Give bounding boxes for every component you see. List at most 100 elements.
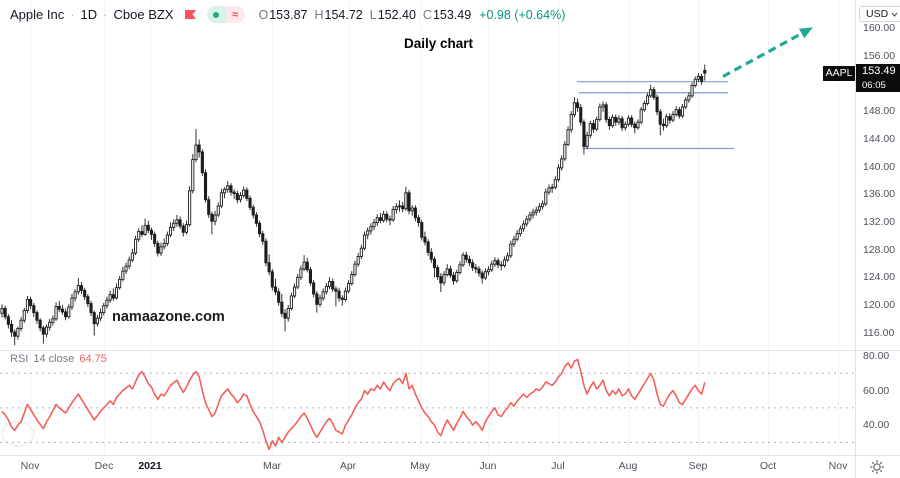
candle	[439, 276, 443, 284]
time-scale[interactable]: Nov Dec 2021 Mar Apr May Jun Jul Aug Sep Oct Nov	[0, 456, 900, 478]
data-status-pill[interactable]: ≈	[206, 6, 245, 23]
candle	[448, 268, 452, 276]
last-price-badge[interactable]: 153.49 06:05	[856, 64, 900, 93]
candle	[630, 117, 634, 125]
candle	[60, 308, 64, 313]
candle	[658, 111, 662, 125]
candle	[153, 233, 157, 244]
candle	[366, 230, 370, 236]
candle	[394, 206, 398, 210]
candle	[184, 224, 188, 233]
candle	[617, 118, 621, 123]
symbol-price-label[interactable]: AAPL	[823, 66, 855, 82]
candle	[318, 297, 322, 305]
candle	[289, 295, 293, 309]
price-tick-label: 140.00	[863, 160, 896, 173]
market-open-dot-icon	[206, 6, 226, 23]
gear-icon[interactable]	[869, 459, 885, 478]
candle	[79, 285, 84, 291]
price-tick-label: 124.00	[863, 271, 896, 284]
candle	[188, 190, 192, 226]
candle	[668, 116, 672, 121]
currency-selector-button[interactable]: USD	[859, 6, 900, 22]
candle	[436, 267, 440, 278]
candle	[553, 179, 557, 188]
rsi-legend[interactable]: RSI 14 close 64.75	[10, 353, 107, 365]
candle	[388, 218, 392, 221]
candle	[44, 326, 49, 335]
candle	[229, 185, 233, 193]
time-axis-label: Nov	[828, 460, 848, 472]
candle	[337, 290, 341, 299]
candle	[340, 297, 344, 300]
interval-label[interactable]: 1D	[80, 7, 98, 22]
candle	[544, 191, 548, 205]
candle	[684, 99, 688, 108]
candle	[162, 242, 166, 248]
candle	[321, 291, 325, 299]
candle	[312, 282, 316, 295]
candle	[680, 106, 685, 117]
candle	[359, 247, 363, 257]
candle	[649, 89, 653, 97]
candle	[572, 102, 576, 116]
symbol-name[interactable]: Apple Inc	[10, 7, 65, 22]
candle	[299, 268, 303, 278]
price-tick-label: 120.00	[863, 299, 896, 311]
candle	[378, 217, 382, 221]
candle	[350, 274, 354, 284]
candle	[700, 76, 704, 82]
candle	[67, 306, 71, 318]
trend-arrow-line[interactable]	[722, 29, 807, 78]
candle	[385, 213, 389, 220]
candle	[149, 229, 154, 235]
candle	[302, 261, 306, 270]
exchange-label[interactable]: Cboe BZX	[113, 7, 174, 22]
candle	[207, 199, 211, 215]
candle	[496, 260, 500, 266]
candle	[22, 310, 26, 321]
candle	[458, 264, 462, 273]
candle	[296, 276, 300, 288]
candle	[499, 264, 503, 267]
chart-legend: Apple Inc · 1D · Cboe BZX ≈ O 153.87 H 154…	[10, 6, 565, 23]
trend-arrow-head[interactable]	[798, 27, 813, 39]
candle	[442, 274, 446, 284]
time-axis-label: Dec	[94, 460, 114, 472]
candle	[541, 203, 545, 208]
candle	[9, 323, 14, 333]
candle	[401, 205, 405, 210]
candle	[267, 262, 271, 273]
open-label: O	[258, 7, 269, 22]
rsi-name: RSI	[10, 353, 29, 365]
candle	[665, 116, 669, 127]
candle	[130, 252, 134, 261]
rsi-params: 14 close	[33, 353, 75, 365]
candle	[362, 234, 367, 249]
candle	[331, 281, 335, 290]
candle	[455, 272, 459, 282]
candle	[655, 96, 659, 113]
candle	[54, 305, 58, 320]
candle	[73, 291, 77, 299]
candle	[261, 233, 265, 242]
candle	[480, 272, 484, 279]
flag-icon[interactable]	[184, 8, 197, 21]
candle	[652, 89, 656, 98]
candle	[283, 312, 287, 319]
candle	[528, 214, 532, 220]
price-tick-label: 128.00	[863, 243, 896, 256]
price-tick-label: 156.00	[863, 49, 896, 62]
candle	[76, 285, 80, 293]
separator-dot: ·	[70, 7, 75, 22]
candle	[343, 290, 347, 300]
candle	[3, 308, 7, 318]
candle	[105, 299, 109, 307]
candle	[293, 286, 297, 297]
candle	[404, 192, 408, 210]
candle	[213, 214, 217, 222]
candle	[156, 242, 160, 254]
high-label: H	[314, 7, 324, 22]
price-scale[interactable]: TIM HB USD 160.00 156.00 148.00 144.00 140.0…	[856, 0, 900, 455]
